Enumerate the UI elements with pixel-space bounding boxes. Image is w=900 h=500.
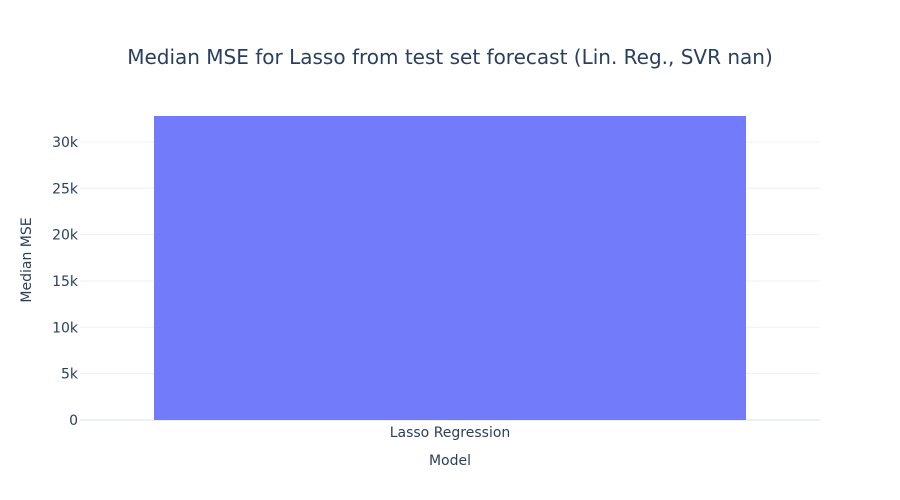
x-tick-labels: Lasso Regression [390,425,511,441]
y-tick-label: 30k [52,135,79,151]
y-tick-label: 20k [52,228,79,244]
y-tick-label: 10k [52,320,79,336]
y-tick-label: 0 [69,413,78,429]
y-axis-title: Median MSE [19,217,35,302]
y-tick-label: 5k [61,367,79,383]
y-tick-labels: 0 5k 10k 15k 20k 25k 30k [52,135,79,429]
y-tick-label: 15k [52,274,79,290]
x-axis-title: Model [429,453,471,469]
chart-title: Median MSE for Lasso from test set forec… [127,45,773,69]
bars [154,116,746,420]
bar[interactable] [154,116,746,420]
x-tick-label: Lasso Regression [390,425,511,441]
y-tick-label: 25k [52,181,79,197]
